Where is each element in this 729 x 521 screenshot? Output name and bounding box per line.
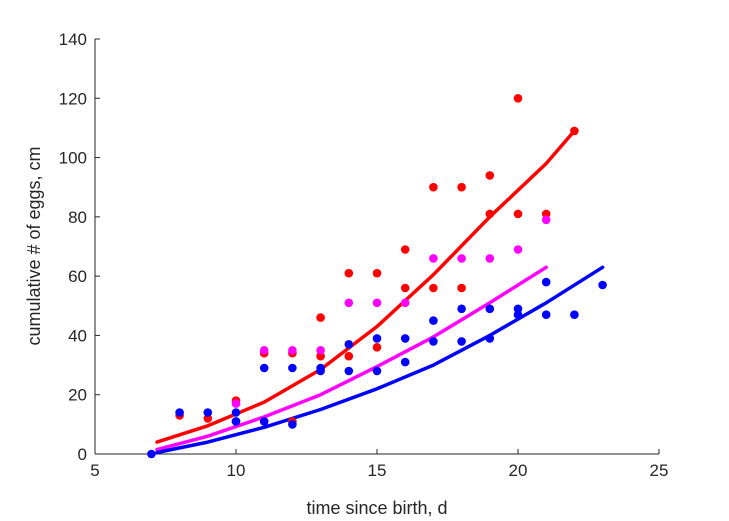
data-point-2 xyxy=(288,363,297,373)
data-point-0 xyxy=(372,343,382,352)
y-tick-label: 20 xyxy=(68,386,87,405)
data-point-1 xyxy=(429,254,438,263)
x-tick-label: 10 xyxy=(227,461,246,480)
data-point-2 xyxy=(175,408,184,417)
data-point-1 xyxy=(485,254,495,263)
data-point-2 xyxy=(485,304,495,314)
data-point-2 xyxy=(541,277,551,287)
data-point-2 xyxy=(231,417,241,426)
data-point-0 xyxy=(372,268,382,278)
data-point-2 xyxy=(429,337,438,346)
data-point-0 xyxy=(485,209,495,219)
data-point-0 xyxy=(400,245,410,254)
data-point-2 xyxy=(344,366,354,376)
data-point-0 xyxy=(457,283,466,293)
data-point-2 xyxy=(372,366,382,376)
x-tick-label: 5 xyxy=(90,461,99,480)
data-point-1 xyxy=(231,399,241,408)
data-point-0 xyxy=(513,209,523,219)
data-point-0 xyxy=(429,283,438,293)
y-axis-label: cumulative # of eggs, cm xyxy=(24,146,44,345)
y-tick-label: 80 xyxy=(68,208,87,227)
y-tick-label: 100 xyxy=(59,149,87,168)
y-tick-label: 0 xyxy=(78,445,87,464)
x-tick-label: 15 xyxy=(368,461,387,480)
data-point-2 xyxy=(288,420,297,429)
data-point-1 xyxy=(259,346,269,355)
data-point-2 xyxy=(203,408,213,417)
data-points xyxy=(147,94,607,459)
data-point-0 xyxy=(316,313,325,322)
data-point-1 xyxy=(372,298,382,308)
data-point-2 xyxy=(231,408,241,417)
data-point-2 xyxy=(541,310,551,320)
y-tick-label: 40 xyxy=(68,326,87,345)
x-tick-label: 25 xyxy=(650,461,669,480)
data-point-2 xyxy=(598,280,607,290)
x-axis-label: time since birth, d xyxy=(306,498,447,518)
x-tick-label: 20 xyxy=(509,461,528,480)
data-point-1 xyxy=(541,215,551,225)
ticks: 5 10 15 20 25 0 20 40 60 80 100 120 140 xyxy=(59,30,669,480)
data-point-0 xyxy=(344,351,354,361)
y-tick-label: 60 xyxy=(68,267,87,286)
data-point-2 xyxy=(400,334,410,343)
data-point-2 xyxy=(372,334,382,343)
data-point-2 xyxy=(457,337,466,346)
data-point-2 xyxy=(259,363,269,373)
y-tick-label: 120 xyxy=(59,89,87,108)
data-point-0 xyxy=(316,351,325,361)
data-point-0 xyxy=(457,182,466,192)
fit-lines xyxy=(155,129,605,455)
data-point-1 xyxy=(344,298,354,308)
data-point-2 xyxy=(429,316,438,325)
data-point-2 xyxy=(400,357,410,367)
data-point-2 xyxy=(344,340,354,349)
data-point-0 xyxy=(344,268,354,278)
data-point-0 xyxy=(203,414,213,423)
data-point-2 xyxy=(513,310,523,320)
data-point-0 xyxy=(400,283,410,293)
data-point-2 xyxy=(316,366,325,376)
data-point-2 xyxy=(259,417,269,426)
data-point-0 xyxy=(570,126,579,136)
data-point-2 xyxy=(570,310,579,320)
data-point-2 xyxy=(513,304,523,314)
data-point-0 xyxy=(485,171,495,180)
data-point-0 xyxy=(513,94,523,103)
data-point-0 xyxy=(429,182,438,192)
data-point-1 xyxy=(400,298,410,308)
y-tick-label: 140 xyxy=(59,30,87,49)
data-point-1 xyxy=(316,346,325,355)
data-point-1 xyxy=(288,346,297,355)
axes xyxy=(94,39,659,455)
fit-line-2 xyxy=(155,265,605,455)
data-point-1 xyxy=(513,245,523,254)
data-point-2 xyxy=(457,304,466,314)
data-point-2 xyxy=(147,449,156,459)
data-point-2 xyxy=(485,334,495,343)
data-point-1 xyxy=(457,254,466,263)
fit-line-0 xyxy=(155,129,577,444)
fit-line-1 xyxy=(155,265,548,452)
data-point-0 xyxy=(541,209,551,219)
